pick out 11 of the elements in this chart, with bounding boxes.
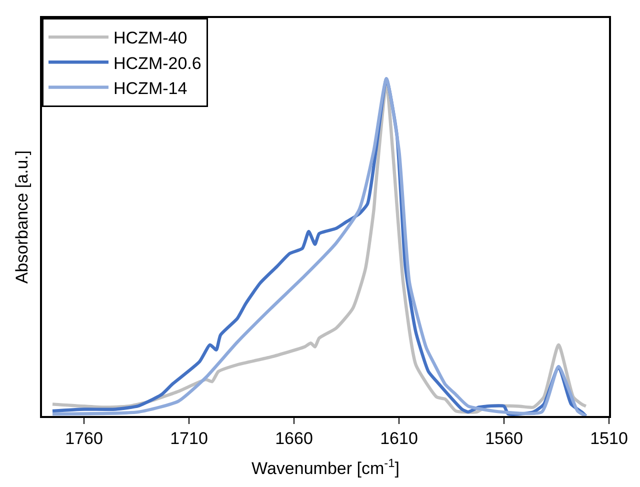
x-tick-label: 1710 bbox=[170, 429, 208, 448]
legend-label: HCZM-20.6 bbox=[114, 54, 202, 73]
legend-label: HCZM-14 bbox=[114, 78, 188, 98]
y-axis-title: Absorbance [a.u.] bbox=[12, 150, 32, 284]
x-tick-label: 1560 bbox=[485, 429, 523, 448]
x-axis-title: Wavenumber [cm$^{-1}$] bbox=[252, 456, 400, 478]
legend-label: HCZM-40 bbox=[114, 28, 188, 48]
x-tick-label: 1510 bbox=[590, 429, 628, 448]
x-tick-label: 1660 bbox=[275, 429, 313, 448]
x-tick-label: 1610 bbox=[380, 429, 418, 448]
x-tick-label: 1760 bbox=[65, 429, 103, 448]
